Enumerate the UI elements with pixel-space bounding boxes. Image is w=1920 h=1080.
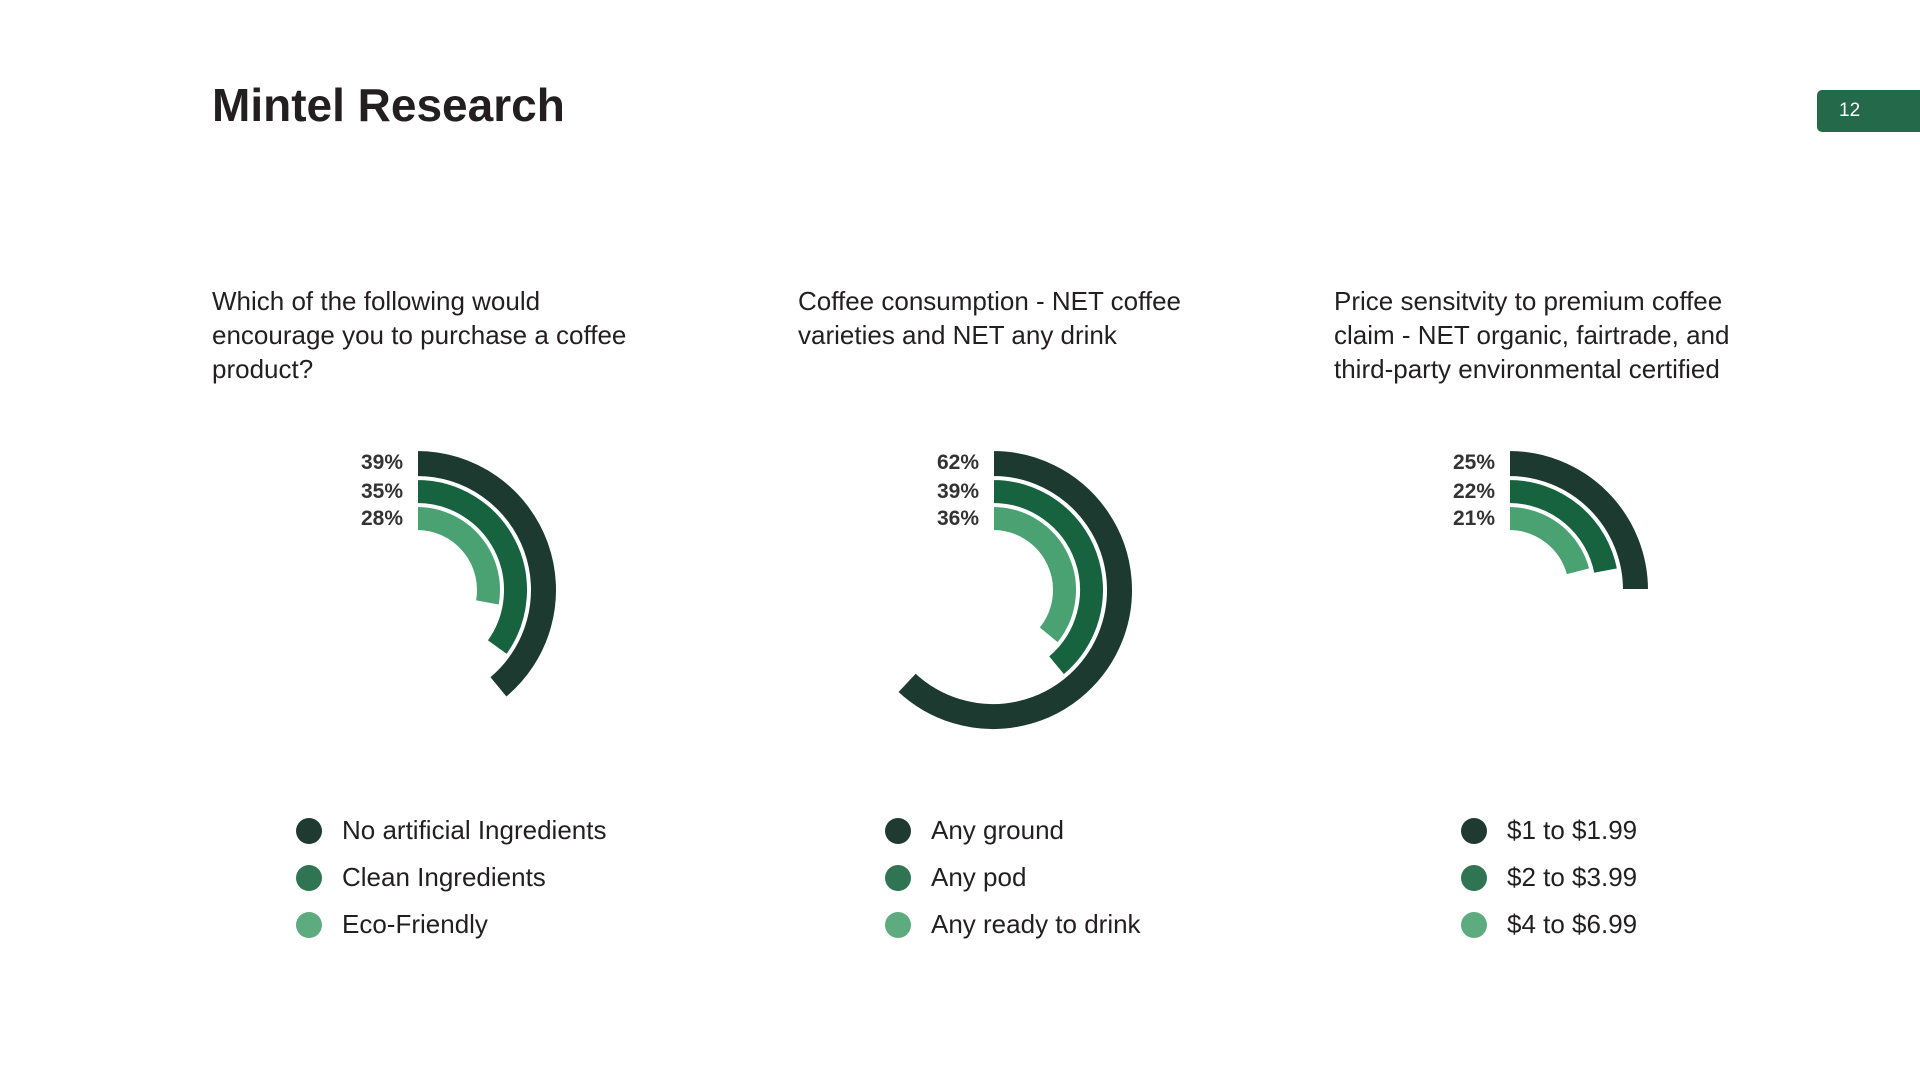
radial-bar-2 [1508,477,1620,576]
legend-label: Clean Ingredients [342,862,546,892]
data-label: 62% [937,451,979,474]
legend-item: Eco-Friendly [296,901,606,948]
legend-item: Any ground [885,807,1141,854]
data-label: 21% [1453,507,1495,530]
legend-item: $1 to $1.99 [1461,807,1637,854]
legend-swatch-light [885,911,911,938]
legend-item: $2 to $3.99 [1461,854,1637,901]
legend-item: Clean Ingredients [296,854,606,901]
page-number-badge: 12 [1817,90,1920,132]
legend-item: $4 to $6.99 [1461,901,1637,948]
slide-title: Mintel Research [212,79,565,131]
radial-bar-2 [992,477,1105,677]
radial-bar-1 [1508,448,1651,591]
legend-label: Any pod [931,862,1027,892]
chart-question: Coffee consumption - NET coffee varietie… [798,286,1181,350]
legend-item: Any ready to drink [885,901,1141,948]
chart-panel-coffee-consumption: Coffee consumption - NET coffee varietie… [798,284,1268,964]
data-label: 36% [937,507,979,530]
legend-swatch-medium [296,864,322,891]
chart-panel-encourage-purchase: Which of the following would encourage y… [212,284,682,964]
radial-chart: 62% 39% 36% [895,448,1134,731]
radial-bar-1 [895,448,1134,731]
data-label: 39% [361,451,403,474]
legend-swatch-dark [1461,817,1487,844]
legend-swatch-dark [296,817,322,844]
legend-label: Any ground [931,815,1064,845]
data-label: 25% [1453,451,1495,474]
legend-item: Any pod [885,854,1141,901]
legend-label: Any ready to drink [931,909,1141,939]
radial-bar-2 [416,477,529,657]
chart-panel-price-sensitivity: Price sensitvity to premium coffee claim… [1334,284,1804,964]
radial-bar-3 [416,504,502,607]
radial-bar-1 [416,448,558,700]
legend-label: $2 to $3.99 [1507,862,1638,892]
radial-chart: 39% 35% 28% [361,448,558,700]
chart-question: Which of the following would encourage y… [212,286,627,384]
radial-chart: 25% 22% 21% [1453,448,1651,591]
data-label: 39% [937,480,979,503]
legend-label: $1 to $1.99 [1507,815,1638,845]
data-label: 35% [361,480,403,503]
legend-label: Eco-Friendly [342,909,488,939]
legend-swatch-dark [885,817,911,844]
legend-swatch-light [296,911,322,938]
radial-bar-3 [992,504,1078,645]
legend-swatch-medium [1461,864,1487,891]
data-label: 28% [361,507,403,530]
chart-legend: No artificial Ingredients Clean Ingredie… [296,807,606,948]
legend-label: No artificial Ingredients [342,815,607,845]
legend-swatch-medium [885,864,911,891]
legend-item: No artificial Ingredients [296,807,606,854]
legend-swatch-light [1461,911,1487,938]
chart-legend: Any ground Any pod Any ready to drink [885,807,1141,948]
chart-question: Price sensitvity to premium coffee claim… [1334,286,1730,384]
radial-bar-3 [1508,504,1592,577]
legend-label: $4 to $6.99 [1507,909,1638,939]
data-label: 22% [1453,480,1495,503]
chart-legend: $1 to $1.99 $2 to $3.99 $4 to $6.99 [1461,807,1637,948]
